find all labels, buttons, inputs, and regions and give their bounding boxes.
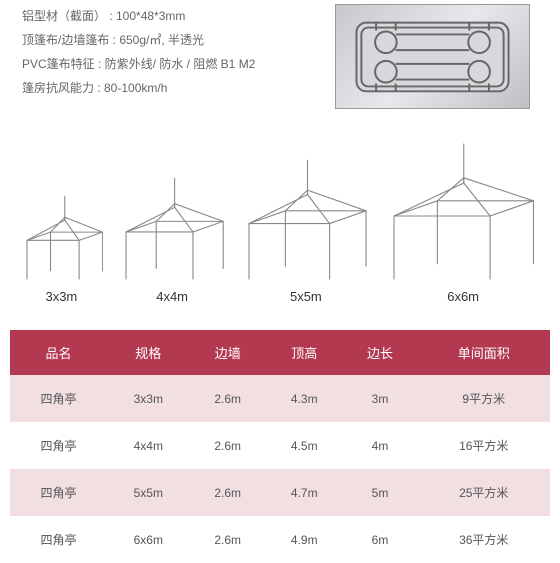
table-header-cell: 品名	[10, 330, 107, 375]
table-cell: 2.6m	[189, 422, 266, 469]
table-cell: 5m	[343, 469, 418, 516]
table-header-cell: 单间面积	[418, 330, 550, 375]
frame-label: 6x6m	[447, 289, 479, 304]
table-cell: 9平方米	[418, 375, 550, 422]
aluminum-profile-image	[335, 4, 530, 109]
table-header-row: 品名规格边墙顶高边长单间面积	[10, 330, 550, 375]
spec-line: 铝型材（截面） : 100*48*3mm	[22, 4, 322, 28]
table-cell: 4.5m	[266, 422, 343, 469]
frame-diagrams: 3x3m 4x4m 5x5m 6x6m	[0, 134, 560, 304]
table-row: 四角亭3x3m2.6m4.3m3m9平方米	[10, 375, 550, 422]
table-header-cell: 规格	[107, 330, 189, 375]
table-cell: 25平方米	[418, 469, 550, 516]
table-cell: 4.3m	[266, 375, 343, 422]
table-cell: 16平方米	[418, 422, 550, 469]
table-cell: 4.7m	[266, 469, 343, 516]
table-cell: 四角亭	[10, 375, 107, 422]
spec-list: 铝型材（截面） : 100*48*3mm顶篷布/边墙篷布 : 650g/㎡, 半…	[22, 4, 322, 100]
table-cell: 2.6m	[189, 375, 266, 422]
table-cell: 3x3m	[107, 375, 189, 422]
frame-item: 6x6m	[386, 131, 541, 304]
table-body: 四角亭3x3m2.6m4.3m3m9平方米四角亭4x4m2.6m4.5m4m16…	[10, 375, 550, 563]
frame-label: 4x4m	[156, 289, 188, 304]
frame-item: 3x3m	[19, 189, 103, 304]
table-header-cell: 边长	[343, 330, 418, 375]
frame-item: 4x4m	[118, 169, 226, 304]
table-row: 四角亭4x4m2.6m4.5m4m16平方米	[10, 422, 550, 469]
table-cell: 4m	[343, 422, 418, 469]
table-cell: 5x5m	[107, 469, 189, 516]
table-cell: 4x4m	[107, 422, 189, 469]
frame-item: 5x5m	[241, 149, 371, 304]
table-cell: 3m	[343, 375, 418, 422]
table-header-cell: 边墙	[189, 330, 266, 375]
table-header-cell: 顶高	[266, 330, 343, 375]
spec-line: 篷房抗风能力 : 80-100km/h	[22, 76, 322, 100]
spec-table: 品名规格边墙顶高边长单间面积 四角亭3x3m2.6m4.3m3m9平方米四角亭4…	[10, 330, 550, 563]
frame-label: 5x5m	[290, 289, 322, 304]
spec-line: PVC篷布特征 : 防紫外线/ 防水 / 阻燃 B1 M2	[22, 52, 322, 76]
spec-line: 顶篷布/边墙篷布 : 650g/㎡, 半透光	[22, 28, 322, 52]
table-row: 四角亭5x5m2.6m4.7m5m25平方米	[10, 469, 550, 516]
table-cell: 四角亭	[10, 422, 107, 469]
frame-label: 3x3m	[45, 289, 77, 304]
table-cell: 2.6m	[189, 469, 266, 516]
table-cell: 四角亭	[10, 469, 107, 516]
